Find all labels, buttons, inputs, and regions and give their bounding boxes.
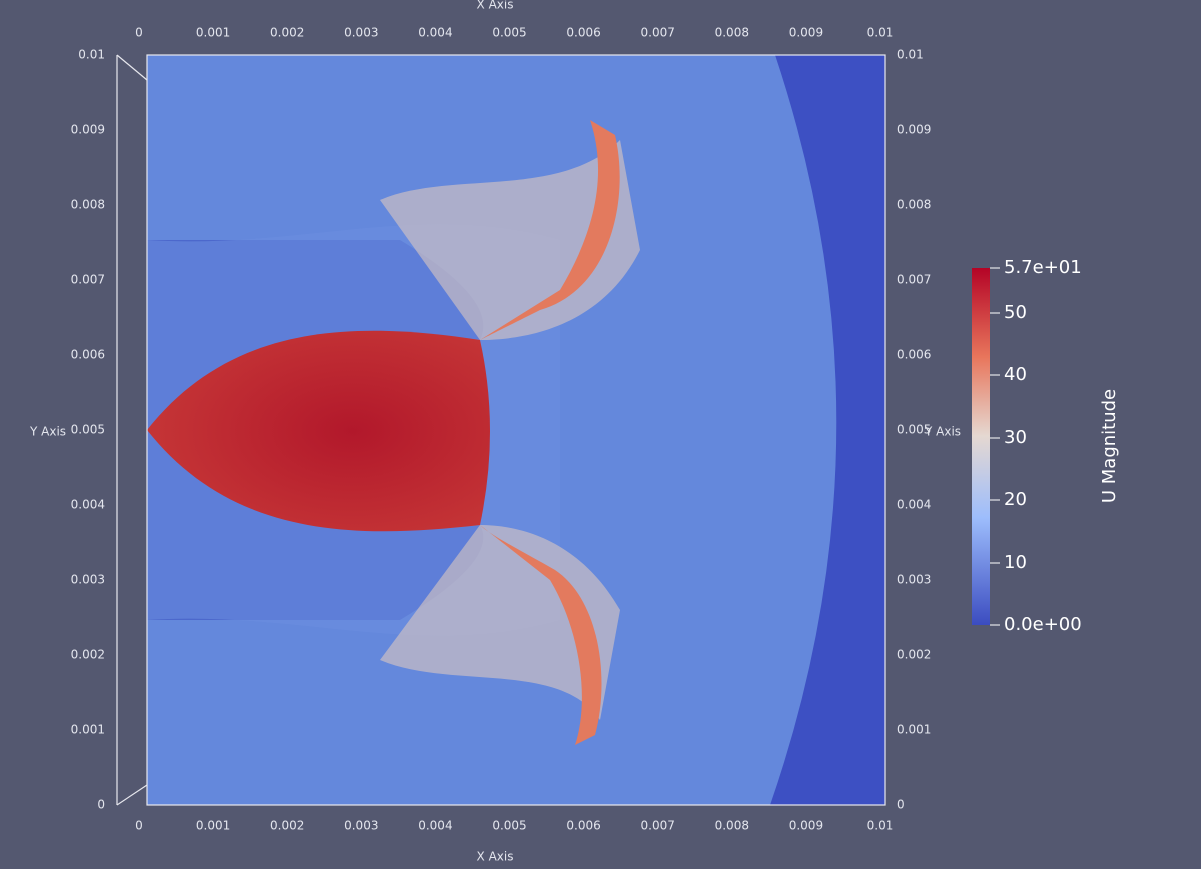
x-tick-label: 0.009 (789, 819, 823, 833)
y-tick-label: 0.005 (71, 423, 105, 437)
y-tick-label: 0.003 (897, 573, 931, 587)
x-tick-label: 0.01 (867, 819, 894, 833)
field (117, 55, 885, 805)
x-tick-label: 0.01 (867, 26, 894, 40)
y-tick-label: 0.006 (897, 348, 931, 362)
x-tick-label: 0 (135, 26, 143, 40)
y-tick-label: 0.001 (897, 723, 931, 737)
y-axis-title: Y Axis (29, 425, 66, 439)
x-tick-label: 0.003 (344, 819, 378, 833)
x-tick-label: 0.008 (715, 819, 749, 833)
colorbar-label: 0.0e+00 (1004, 614, 1082, 635)
y-tick-label: 0.003 (71, 573, 105, 587)
y-tick-label: 0 (897, 798, 905, 812)
x-tick-label: 0.007 (641, 819, 675, 833)
y-tick-label: 0 (97, 798, 105, 812)
x-tick-label: 0.003 (344, 26, 378, 40)
x-tick-label: 0.009 (789, 26, 823, 40)
x-tick-label: 0.005 (492, 819, 526, 833)
render-view: 0 0 0.001 0.001 0.002 0.002 0.003 0.003 0.004 0.0… (0, 0, 1201, 869)
x-tick-label: 0.002 (270, 819, 304, 833)
colorbar-label: 40 (1004, 364, 1027, 385)
y-tick-label: 0.009 (897, 123, 931, 137)
colorbar-label: 5.7e+01 (1004, 257, 1082, 278)
y-tick-label: 0.007 (71, 273, 105, 287)
colorbar-label: 10 (1004, 552, 1027, 573)
y-tick-label: 0.007 (897, 273, 931, 287)
x-tick-label: 0.007 (641, 26, 675, 40)
y-tick-label: 0.002 (897, 648, 931, 662)
x-tick-label: 0.005 (492, 26, 526, 40)
y-tick-label: 0.01 (897, 48, 924, 62)
y-tick-label: 0.002 (71, 648, 105, 662)
y-tick-label: 0.009 (71, 123, 105, 137)
x-axis-title: X Axis (477, 0, 514, 12)
y-tick-label: 0.008 (897, 198, 931, 212)
colorbar-label: 20 (1004, 489, 1027, 510)
colorbar-ticks: 5.7e+01 50 40 30 20 10 0.0e+00 (990, 257, 1082, 635)
y-axis-title: Y Axis (924, 425, 961, 439)
colorbar-label: 30 (1004, 427, 1027, 448)
y-tick-label: 0.01 (78, 48, 105, 62)
y-tick-label: 0.008 (71, 198, 105, 212)
x-tick-label: 0.001 (196, 819, 230, 833)
x-tick-label: 0.008 (715, 26, 749, 40)
x-axis-title: X Axis (477, 850, 514, 864)
x-tick-label: 0 (135, 819, 143, 833)
x-tick-label: 0.001 (196, 26, 230, 40)
colorbar-title: U Magnitude (1099, 389, 1120, 503)
x-tick-label: 0.006 (566, 26, 600, 40)
y-tick-label: 0.006 (71, 348, 105, 362)
y-tick-label: 0.004 (71, 498, 105, 512)
y-tick-label: 0.004 (897, 498, 931, 512)
colorbar-label: 50 (1004, 302, 1027, 323)
y-tick-label: 0.001 (71, 723, 105, 737)
x-tick-label: 0.004 (418, 819, 452, 833)
colorbar (972, 268, 990, 625)
x-tick-label: 0.006 (566, 819, 600, 833)
x-tick-label: 0.004 (418, 26, 452, 40)
x-tick-label: 0.002 (270, 26, 304, 40)
